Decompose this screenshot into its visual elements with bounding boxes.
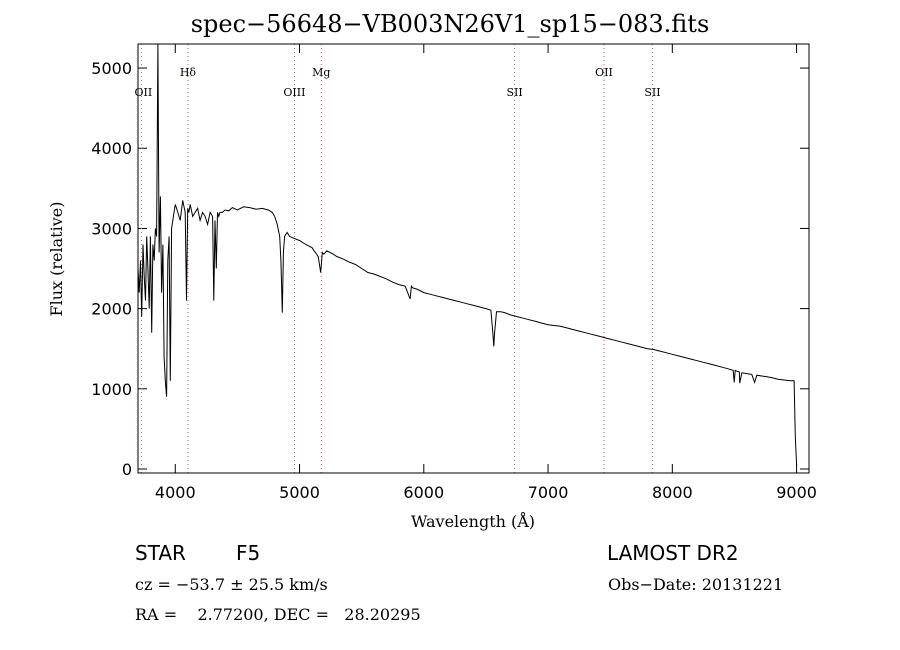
line-marker-label: SII: [507, 86, 523, 99]
y-tick-label: 2000: [91, 300, 132, 319]
y-axis-ticks: 0 1000 2000 3000 4000 5000: [91, 59, 809, 479]
line-marker-label: SII: [644, 86, 660, 99]
spectrum-line: [137, 43, 798, 466]
line-marker-label: OII: [134, 86, 152, 99]
y-tick-label: 1000: [91, 380, 132, 399]
line-marker-label: OIII: [283, 86, 305, 99]
line-marker-label: Mg: [312, 66, 330, 79]
y-tick-label: 0: [122, 460, 132, 479]
object-class: STAR: [135, 541, 186, 565]
x-tick-label: 8000: [652, 483, 693, 502]
y-tick-label: 4000: [91, 139, 132, 158]
subclass: F5: [236, 541, 261, 565]
line-marker-label: OII: [595, 66, 613, 79]
redshift-line: cz = −53.7 ± 25.5 km/s: [135, 575, 328, 594]
x-tick-label: 6000: [403, 483, 444, 502]
coordinates: RA = 2.77200, DEC = 28.20295: [135, 605, 421, 624]
survey-name: LAMOST DR2: [607, 541, 739, 565]
y-axis-label: Flux (relative): [47, 202, 66, 317]
x-tick-label: 9000: [776, 483, 817, 502]
x-tick-label: 5000: [279, 483, 320, 502]
chart-title: spec−56648−VB003N26V1_sp15−083.fits: [190, 10, 710, 38]
x-tick-label: 7000: [528, 483, 569, 502]
y-tick-label: 5000: [91, 59, 132, 78]
y-tick-label: 3000: [91, 219, 132, 238]
x-axis-ticks: 4000 5000 6000 7000 8000 9000: [155, 44, 817, 502]
x-axis-label: Wavelength (Å): [410, 512, 536, 531]
x-tick-label: 4000: [155, 483, 196, 502]
line-marker-label: Hδ: [180, 66, 197, 79]
obs-date: Obs−Date: 20131221: [608, 575, 784, 594]
emission-line-markers: OII Hδ OIII Mg SII OII SII: [134, 44, 661, 473]
plot-frame: [137, 43, 810, 474]
